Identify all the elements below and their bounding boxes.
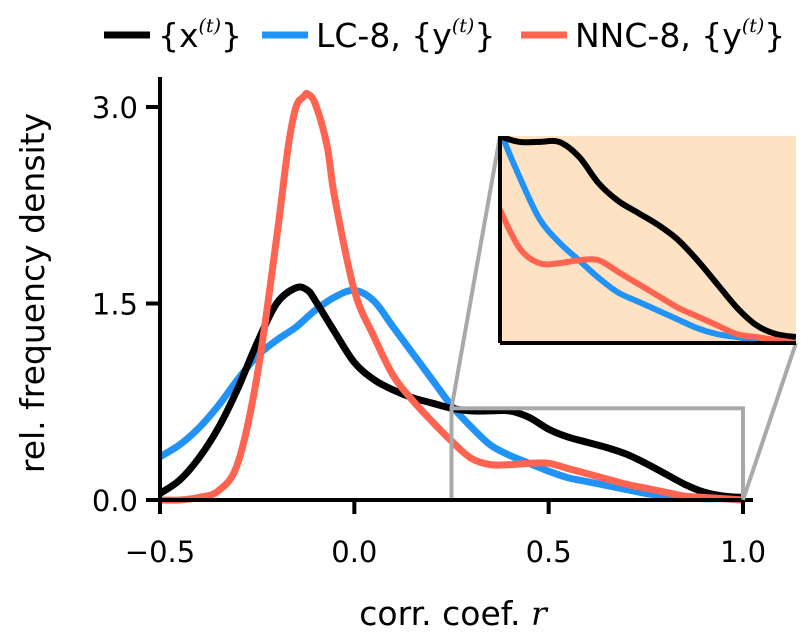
legend-label-nnc8-sup: (t) [742, 15, 764, 37]
y-tick-label: 1.5 [92, 288, 138, 322]
x-tick-label: 1.0 [720, 535, 766, 569]
legend-label-nnc8-close: } [764, 16, 785, 55]
inset-connector-upper [449, 135, 502, 409]
svg-text:LC-8, {y(t)}: LC-8, {y(t)} [316, 15, 495, 55]
x-axis-label: corr. coef. r [359, 594, 549, 633]
x-axis-label-text: corr. coef. [359, 594, 520, 633]
x-tick-label: 0.5 [526, 535, 572, 569]
legend-label-x-main: {x [158, 16, 199, 55]
inset-series-x-line [500, 136, 796, 341]
legend-label-x-close: } [221, 16, 242, 55]
y-axis-label: rel. frequency density [13, 113, 52, 473]
y-tick-label: 0.0 [92, 484, 138, 518]
inset-layer [449, 135, 798, 501]
legend-label-lc8-close: } [474, 16, 495, 55]
inset-background [500, 136, 796, 343]
legend-entry-x: {x(t)} [104, 15, 242, 55]
legend-entry-lc8: LC-8, {y(t)} [262, 15, 495, 55]
series-x-line [160, 283, 744, 501]
series-nnc8-line [160, 90, 744, 504]
x-axis-label-symbol: r [531, 594, 549, 633]
legend-entry-nnc8: NNC-8, {y(t)} [521, 15, 785, 55]
inset-connector-lower [741, 342, 798, 501]
legend-label-nnc8-main: NNC-8, {y [575, 16, 742, 55]
inset-series-layer [500, 136, 796, 343]
inset-series-lc8-line [500, 136, 796, 343]
axes-layer: −0.5 0.0 0.5 1.0 0.0 1.5 3.0 [92, 77, 766, 569]
legend: {x(t)} LC-8, {y(t)} NNC-8, {y(t)} [104, 15, 785, 55]
svg-text:NNC-8, {y(t)}: NNC-8, {y(t)} [575, 15, 785, 55]
x-tick-label: 0.0 [331, 535, 377, 569]
svg-text:{x(t)}: {x(t)} [158, 15, 242, 55]
legend-label-lc8-main: LC-8, {y [316, 16, 452, 55]
legend-label-lc8-sup: (t) [452, 15, 474, 37]
y-tick-label: 3.0 [92, 91, 138, 125]
inset-series-nnc8-line [500, 202, 796, 343]
x-tick-label: −0.5 [125, 535, 195, 569]
legend-label-x-sup: (t) [199, 15, 221, 37]
